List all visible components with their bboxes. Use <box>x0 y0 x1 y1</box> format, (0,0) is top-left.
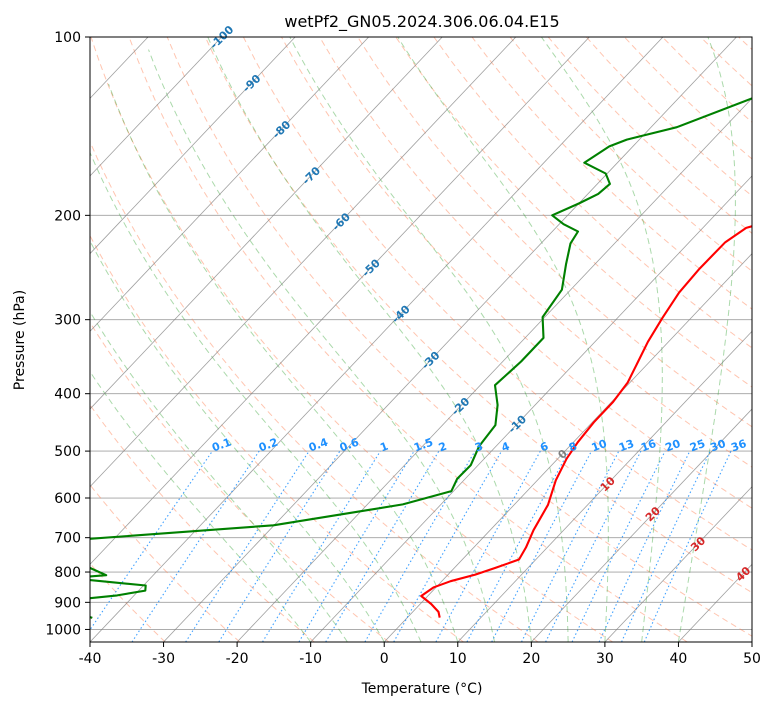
y-tick-label: 400 <box>54 387 81 403</box>
isotherm-line <box>604 486 752 642</box>
isotherm-line <box>90 37 443 410</box>
dry-adiabat <box>242 37 752 551</box>
y-tick-label: 500 <box>54 444 81 460</box>
mixing-ratio-label: 1.5 <box>412 436 435 455</box>
x-tick-label: 10 <box>449 651 467 667</box>
y-tick-label: 600 <box>54 491 81 507</box>
background-lines <box>90 37 752 642</box>
x-tick-label: 50 <box>743 651 761 667</box>
dry-adiabat <box>90 483 241 642</box>
isotherm-line <box>90 37 370 332</box>
dry-adiabat <box>281 37 752 509</box>
isotherm-line <box>457 330 752 642</box>
isotherm-line <box>90 37 517 488</box>
x-tick-label: 30 <box>596 651 614 667</box>
mixing-ratio-label: 8 <box>567 440 579 455</box>
dry-adiabat <box>90 234 464 642</box>
mixing-ratio-label: 0.4 <box>307 435 330 454</box>
x-tick-label: 20 <box>522 651 540 667</box>
x-tick-label: -20 <box>226 651 249 667</box>
mixing-ratio-line <box>90 450 213 631</box>
mixing-ratio-line <box>218 450 341 642</box>
x-tick-label: 40 <box>670 651 688 667</box>
mixing-ratio-line <box>545 450 642 642</box>
moist-adiabat <box>148 49 496 642</box>
moist-adiabat <box>90 151 422 642</box>
temperature-profile-line <box>420 225 752 618</box>
y-axis-title: Pressure (hPa) <box>12 290 28 390</box>
isotherm-line <box>90 37 664 642</box>
mixing-ratio-label: 1 <box>378 440 390 455</box>
dewpoint-profile-line <box>90 97 752 619</box>
moist-adiabat <box>677 37 736 642</box>
y-tick-label: 1000 <box>45 622 81 638</box>
mixing-ratio-label: 3 <box>473 440 485 455</box>
plot-frame <box>89 36 753 643</box>
isotherm-line <box>90 37 590 565</box>
x-axis-title: Temperature (°C) <box>361 681 483 697</box>
moist-adiabat <box>90 310 348 642</box>
mixing-ratio-line <box>298 450 415 642</box>
y-tick-label: 200 <box>54 208 81 224</box>
isotherm-line <box>236 97 752 642</box>
mixing-ratio-label: 30 <box>709 437 728 455</box>
dry-adiabat <box>166 37 752 637</box>
axes: -40 -30 -20 -10 0 10 20 30 40 5010020030040050060… <box>45 30 761 667</box>
y-tick-label: 700 <box>54 531 81 547</box>
isotherm-line <box>90 37 222 177</box>
y-tick-label: 300 <box>54 313 81 329</box>
mixing-ratio-label: 36 <box>729 437 748 455</box>
dry-adiabat <box>90 37 613 642</box>
mixing-ratio-line <box>185 450 310 642</box>
mixing-ratio-label: 13 <box>617 437 636 454</box>
isotherm-line <box>383 253 752 642</box>
x-tick-label: -10 <box>299 651 322 667</box>
y-tick-label: 100 <box>54 30 81 46</box>
y-tick-label: 800 <box>54 565 81 581</box>
mixing-ratio-label: 0.2 <box>257 436 280 455</box>
mixing-ratio-label: 20 <box>663 437 682 455</box>
dry-adiabat <box>90 321 390 642</box>
moist-adiabat <box>540 37 663 642</box>
mixing-ratio-line <box>393 450 503 642</box>
mixing-ratio-label: 4 <box>500 440 512 455</box>
mixing-ratio-label: 6 <box>539 440 551 455</box>
moist-adiabat <box>397 37 609 642</box>
mixing-ratio-label: 0.1 <box>210 436 233 455</box>
isotherm-line <box>531 408 752 642</box>
mixing-ratio-line <box>131 450 260 642</box>
data-lines <box>90 97 752 619</box>
moist-adiabat <box>108 83 459 642</box>
isotherm-line <box>163 37 737 642</box>
y-tick-label: 900 <box>54 595 81 611</box>
mixing-ratio-line <box>643 450 732 642</box>
chart-title: wetPf2_GN05.2024.306.06.04.E15 <box>284 12 559 32</box>
mixing-ratio-label: 10 <box>590 437 609 455</box>
x-tick-label: -30 <box>152 651 175 667</box>
dry-adiabat <box>90 140 539 642</box>
moist-adiabat <box>207 37 532 642</box>
mixing-ratio-label: 2 <box>437 440 449 455</box>
isotherm-line <box>310 175 752 642</box>
x-tick-label: -40 <box>79 651 102 667</box>
moist-adiabat <box>90 240 385 642</box>
x-tick-label: 0 <box>380 651 389 667</box>
mixing-ratio-label: 16 <box>639 437 658 455</box>
mixing-ratio-line <box>435 450 541 642</box>
dry-adiabat <box>90 404 315 642</box>
isotherm-line <box>90 37 296 255</box>
mixing-ratio-line <box>521 450 620 642</box>
mixing-ratio-label: 25 <box>688 437 707 454</box>
mixing-ratio-line <box>262 450 381 642</box>
mixing-ratio-label: 0.6 <box>338 435 361 454</box>
dry-adiabat <box>319 37 752 468</box>
